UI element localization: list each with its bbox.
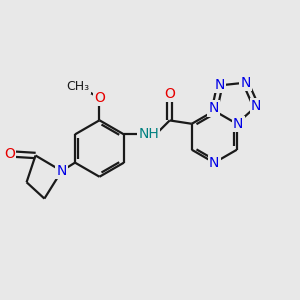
Text: N: N	[251, 99, 261, 113]
Text: CH₃: CH₃	[67, 80, 90, 93]
Text: N: N	[208, 101, 219, 116]
Text: N: N	[209, 156, 220, 170]
Text: N: N	[214, 78, 225, 92]
Text: O: O	[164, 87, 175, 101]
Text: O: O	[4, 147, 15, 161]
Text: N: N	[240, 76, 251, 90]
Text: N: N	[233, 117, 244, 131]
Text: N: N	[56, 164, 67, 178]
Text: NH: NH	[139, 128, 159, 141]
Text: O: O	[94, 91, 105, 105]
